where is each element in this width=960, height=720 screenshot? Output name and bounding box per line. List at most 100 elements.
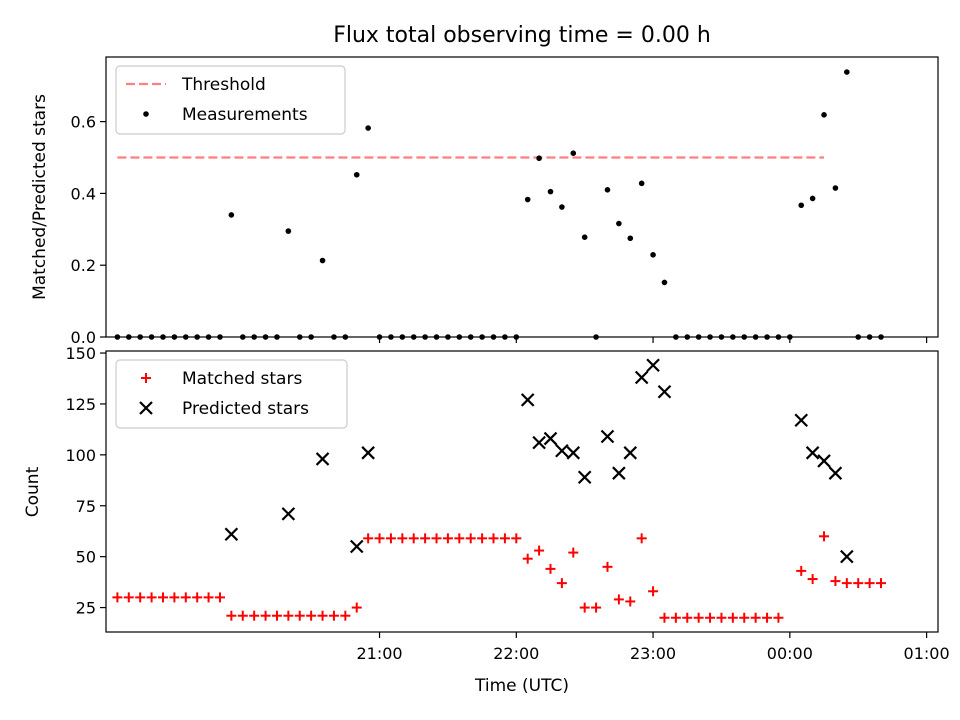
measurement-point xyxy=(422,334,428,340)
x-tick-label: 23:00 xyxy=(630,644,676,663)
predicted-stars-point xyxy=(805,446,820,460)
matched-stars-point xyxy=(648,586,659,597)
measurement-point xyxy=(239,334,246,340)
matched-stars-point xyxy=(556,578,567,589)
measurement-point xyxy=(513,334,520,340)
y-tick-label: 0.4 xyxy=(71,184,96,203)
measurement-point xyxy=(764,334,770,340)
ratio-panel: 0.0 0.2 0.4 0.6 Matched/Predicted stars Thres… xyxy=(30,56,939,347)
y-tick-label: 100 xyxy=(65,446,96,465)
y-tick-label: 75 xyxy=(76,497,96,516)
measurement-point xyxy=(445,334,451,340)
matched-stars-point xyxy=(340,610,351,621)
matched-stars-point xyxy=(180,592,191,603)
matched-stars-point xyxy=(465,533,476,544)
predicted-stars-point xyxy=(657,384,672,399)
measurement-point xyxy=(775,334,782,340)
matched-stars-point xyxy=(249,610,260,621)
measurement-point xyxy=(490,334,497,340)
matched-stars-point xyxy=(260,610,271,621)
matched-stars-point xyxy=(796,565,807,576)
matched-stars-point xyxy=(830,576,841,587)
matched-stars-point xyxy=(511,533,522,544)
measurement-point xyxy=(125,334,132,340)
matched-stars-point xyxy=(545,563,556,574)
matched-stars-point xyxy=(876,578,887,589)
matched-stars-point xyxy=(693,612,704,623)
measurement-point xyxy=(399,334,406,340)
measurement-point xyxy=(524,196,531,203)
matched-stars-point xyxy=(716,612,727,623)
measurement-point xyxy=(832,185,839,191)
matched-stars-point xyxy=(203,592,214,603)
measurement-point xyxy=(593,334,599,340)
measurement-point xyxy=(809,195,816,202)
measurement-point xyxy=(296,334,303,340)
measurement-point xyxy=(878,334,884,340)
matched-stars-point xyxy=(522,553,533,564)
legend: Matched stars Predicted stars xyxy=(115,359,348,429)
measurement-point xyxy=(581,234,588,241)
legend-predicted-swatch xyxy=(139,401,153,415)
matched-stars-point xyxy=(762,612,773,623)
measurement-point xyxy=(650,251,656,258)
measurement-point xyxy=(616,220,622,227)
predicted-stars-point xyxy=(794,413,809,428)
y-tick-label: 0.2 xyxy=(71,256,96,275)
measurement-point xyxy=(376,334,383,340)
matched-stars-point xyxy=(739,612,750,623)
matched-stars-point xyxy=(226,610,237,621)
predicted-stars-point xyxy=(817,454,831,468)
measurement-point xyxy=(274,334,280,340)
predicted-stars-point xyxy=(281,507,296,521)
predicted-stars-point xyxy=(543,431,558,446)
measurement-point xyxy=(331,334,337,340)
matched-stars-point xyxy=(682,612,693,623)
matched-stars-point xyxy=(442,533,453,544)
y-axis-label: Matched/Predicted stars xyxy=(30,94,50,300)
matched-stars-point xyxy=(625,596,636,607)
matched-stars-point xyxy=(157,592,168,603)
x-tick-label: 21:00 xyxy=(356,644,402,663)
matched-stars-point xyxy=(750,612,761,623)
matched-stars-point xyxy=(283,610,294,621)
y-tick-label: 150 xyxy=(65,344,96,363)
matched-stars-point xyxy=(294,610,305,621)
measurement-point xyxy=(137,334,143,340)
measurement-point xyxy=(684,334,691,340)
chart-title: Flux total observing time = 0.00 h xyxy=(333,23,711,48)
predicted-stars-point xyxy=(600,429,615,444)
measurement-point xyxy=(388,334,394,340)
matched-stars-point xyxy=(568,547,579,558)
matched-stars-point xyxy=(385,533,396,544)
predicted-stars-point xyxy=(646,358,660,373)
x-tick-label: 00:00 xyxy=(767,644,813,663)
matched-stars-point xyxy=(853,578,864,589)
matched-stars-point xyxy=(112,592,123,603)
measurement-point xyxy=(205,334,212,340)
matched-stars-point xyxy=(705,612,716,623)
predicted-stars-point xyxy=(224,527,239,542)
measurement-point xyxy=(365,125,371,131)
legend-matched-swatch xyxy=(141,373,151,383)
matched-stars-point xyxy=(363,533,374,544)
matched-stars-point xyxy=(306,610,317,621)
measurement-point xyxy=(718,334,725,340)
matched-stars-point xyxy=(237,610,248,621)
predicted-stars-point xyxy=(634,370,649,385)
predicted-stars-point xyxy=(315,452,330,466)
matched-stars-point xyxy=(408,533,419,544)
legend-measurements-swatch xyxy=(143,111,149,117)
matched-stars-point xyxy=(819,531,830,542)
predicted-stars-point xyxy=(840,549,854,564)
measurement-point xyxy=(228,212,235,218)
legend-label: Measurements xyxy=(182,105,308,125)
y-tick-label: 125 xyxy=(65,395,96,414)
measurement-point xyxy=(661,279,668,286)
legend-box xyxy=(115,359,348,429)
y-tick-label: 25 xyxy=(76,599,96,618)
measurement-point xyxy=(479,334,485,340)
predicted-stars-point xyxy=(566,446,581,460)
legend-box xyxy=(115,65,346,135)
measurement-point xyxy=(148,334,155,340)
